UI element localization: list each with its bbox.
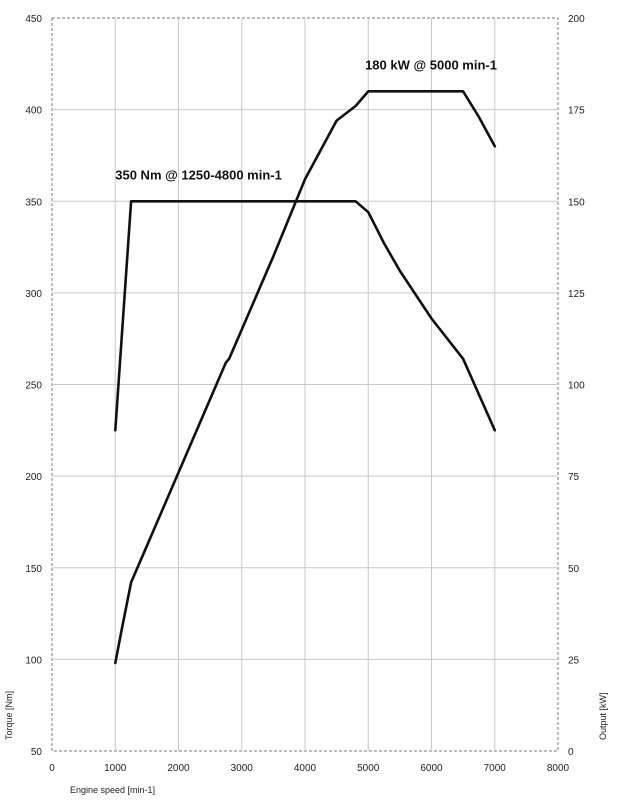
y-left-tick-label: 250 (25, 381, 42, 392)
torque-curve (114, 200, 497, 432)
y-right-tick-label: 0 (568, 747, 574, 758)
y-left-tick-label: 150 (25, 564, 42, 575)
y-left-tick-label: 350 (25, 197, 42, 208)
y-right-axis-title: Output [kW] (598, 692, 608, 740)
y-left-tick-label: 50 (31, 747, 43, 758)
peak-annotation: 350 Nm @ 1250-4800 min-1 (115, 167, 282, 182)
x-tick-label: 1000 (104, 763, 127, 774)
x-tick-label: 8000 (547, 763, 570, 774)
x-tick-label: 4000 (294, 763, 317, 774)
y-right-tick-label: 100 (568, 381, 585, 392)
y-right-tick-label: 175 (568, 106, 585, 117)
y-left-tick-label: 300 (25, 289, 42, 300)
y-right-tick-label: 150 (568, 197, 585, 208)
grid (52, 18, 558, 751)
y-right-tick-label: 25 (568, 655, 580, 666)
data-series (114, 90, 497, 665)
y-left-tick-label: 100 (25, 655, 42, 666)
x-tick-label: 0 (49, 763, 55, 774)
x-tick-label: 5000 (357, 763, 380, 774)
y-right-tick-label: 200 (568, 14, 585, 25)
y-left-tick-label: 200 (25, 472, 42, 483)
y-right-tick-label: 50 (568, 564, 580, 575)
y-right-tick-label: 75 (568, 472, 580, 483)
y-left-tick-label: 450 (25, 14, 42, 25)
output-curve (114, 90, 497, 665)
x-tick-label: 7000 (484, 763, 507, 774)
x-tick-label: 3000 (231, 763, 254, 774)
y-right-tick-label: 125 (568, 289, 585, 300)
x-tick-label: 2000 (167, 763, 190, 774)
x-tick-label: 6000 (420, 763, 443, 774)
y-left-tick-label: 400 (25, 106, 42, 117)
annotations: 350 Nm @ 1250-4800 min-1 180 kW @ 5000 mi… (115, 57, 497, 182)
x-axis-title: Engine speed [min-1] (70, 785, 155, 795)
y-left-axis-title: Torque [Nm] (4, 691, 14, 740)
peak-annotation: 180 kW @ 5000 min-1 (365, 57, 497, 72)
tick-labels: 0 1000 2000 3000 4000 5000 6000 7000 80005010015… (25, 14, 585, 774)
